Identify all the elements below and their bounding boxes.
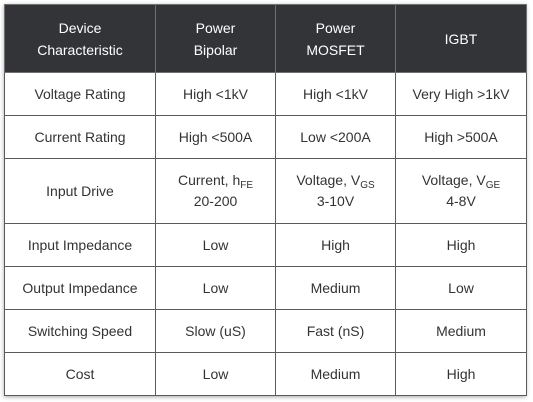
cell-igbt: Low — [395, 266, 527, 310]
cell-igbt: Medium — [395, 309, 527, 353]
drive-prefix: Voltage, V — [296, 172, 361, 188]
row-label: Switching Speed — [4, 309, 156, 353]
header-line: Power — [315, 19, 356, 36]
cell-mosfet: Medium — [275, 266, 396, 310]
row-label: Input Impedance — [4, 223, 156, 267]
header-line: MOSFET — [306, 41, 365, 58]
header-power-mosfet: Power MOSFET — [275, 4, 396, 73]
table-row: Switching Speed Slow (uS) Fast (nS) Medi… — [4, 309, 527, 353]
table-body: Voltage Rating High <1kV High <1kV Very … — [4, 72, 527, 396]
row-label: Voltage Rating — [4, 72, 156, 116]
cell-mosfet: Fast (nS) — [275, 309, 396, 353]
header-row: Device Characteristic Power Bipolar Powe… — [4, 4, 527, 73]
cell-mosfet: Medium — [275, 352, 396, 396]
drive-range: 4-8V — [446, 193, 476, 209]
header-line: Characteristic — [37, 41, 123, 58]
drive-line: Voltage, VGS — [280, 170, 391, 191]
drive-range: 3-10V — [316, 193, 355, 209]
drive-prefix: Current, h — [177, 172, 241, 188]
cell-bipolar: Slow (uS) — [155, 309, 276, 353]
table-row: Current Rating High <500A Low <200A High… — [4, 115, 527, 159]
drive-line: Voltage, VGE — [400, 170, 522, 191]
table-row: Input Impedance Low High High — [4, 223, 527, 267]
table-row: Cost Low Medium High — [4, 352, 527, 396]
header-line: Bipolar — [193, 41, 238, 58]
table-header: Device Characteristic Power Bipolar Powe… — [4, 4, 527, 73]
drive-subscript: GE — [485, 180, 501, 191]
cell-mosfet: High <1kV — [275, 72, 396, 116]
comparison-table-frame: Device Characteristic Power Bipolar Powe… — [4, 4, 527, 396]
cell-igbt: Very High >1kV — [395, 72, 527, 116]
cell-bipolar: Current, hFE 20-200 — [155, 158, 276, 224]
cell-igbt: High — [395, 352, 527, 396]
table-row: Voltage Rating High <1kV High <1kV Very … — [4, 72, 527, 116]
header-line: Device — [58, 19, 102, 36]
header-power-bipolar: Power Bipolar — [155, 4, 276, 73]
table-row: Input Drive Current, hFE 20-200 Voltage,… — [4, 158, 527, 224]
cell-mosfet: Low <200A — [275, 115, 396, 159]
header-line: Power — [195, 19, 236, 36]
cell-igbt: High >500A — [395, 115, 527, 159]
row-label: Output Impedance — [4, 266, 156, 310]
drive-prefix: Voltage, V — [421, 172, 486, 188]
cell-mosfet: Voltage, VGS 3-10V — [275, 158, 396, 224]
drive-subscript: GS — [360, 180, 375, 191]
cell-bipolar: High <1kV — [155, 72, 276, 116]
cell-igbt: Voltage, VGE 4-8V — [395, 158, 527, 224]
cell-bipolar: High <500A — [155, 115, 276, 159]
header-igbt: IGBT — [395, 4, 527, 73]
device-comparison-table: Device Characteristic Power Bipolar Powe… — [4, 4, 527, 396]
row-label: Cost — [4, 352, 156, 396]
drive-subscript: FE — [240, 180, 254, 191]
row-label: Input Drive — [4, 158, 156, 224]
row-label: Current Rating — [4, 115, 156, 159]
cell-igbt: High — [395, 223, 527, 267]
cell-bipolar: Low — [155, 352, 276, 396]
header-line: IGBT — [444, 30, 478, 47]
cell-bipolar: Low — [155, 266, 276, 310]
header-device-characteristic: Device Characteristic — [4, 4, 156, 73]
drive-line: Current, hFE — [160, 170, 271, 191]
table-row: Output Impedance Low Medium Low — [4, 266, 527, 310]
drive-range: 20-200 — [193, 193, 238, 209]
cell-bipolar: Low — [155, 223, 276, 267]
cell-mosfet: High — [275, 223, 396, 267]
